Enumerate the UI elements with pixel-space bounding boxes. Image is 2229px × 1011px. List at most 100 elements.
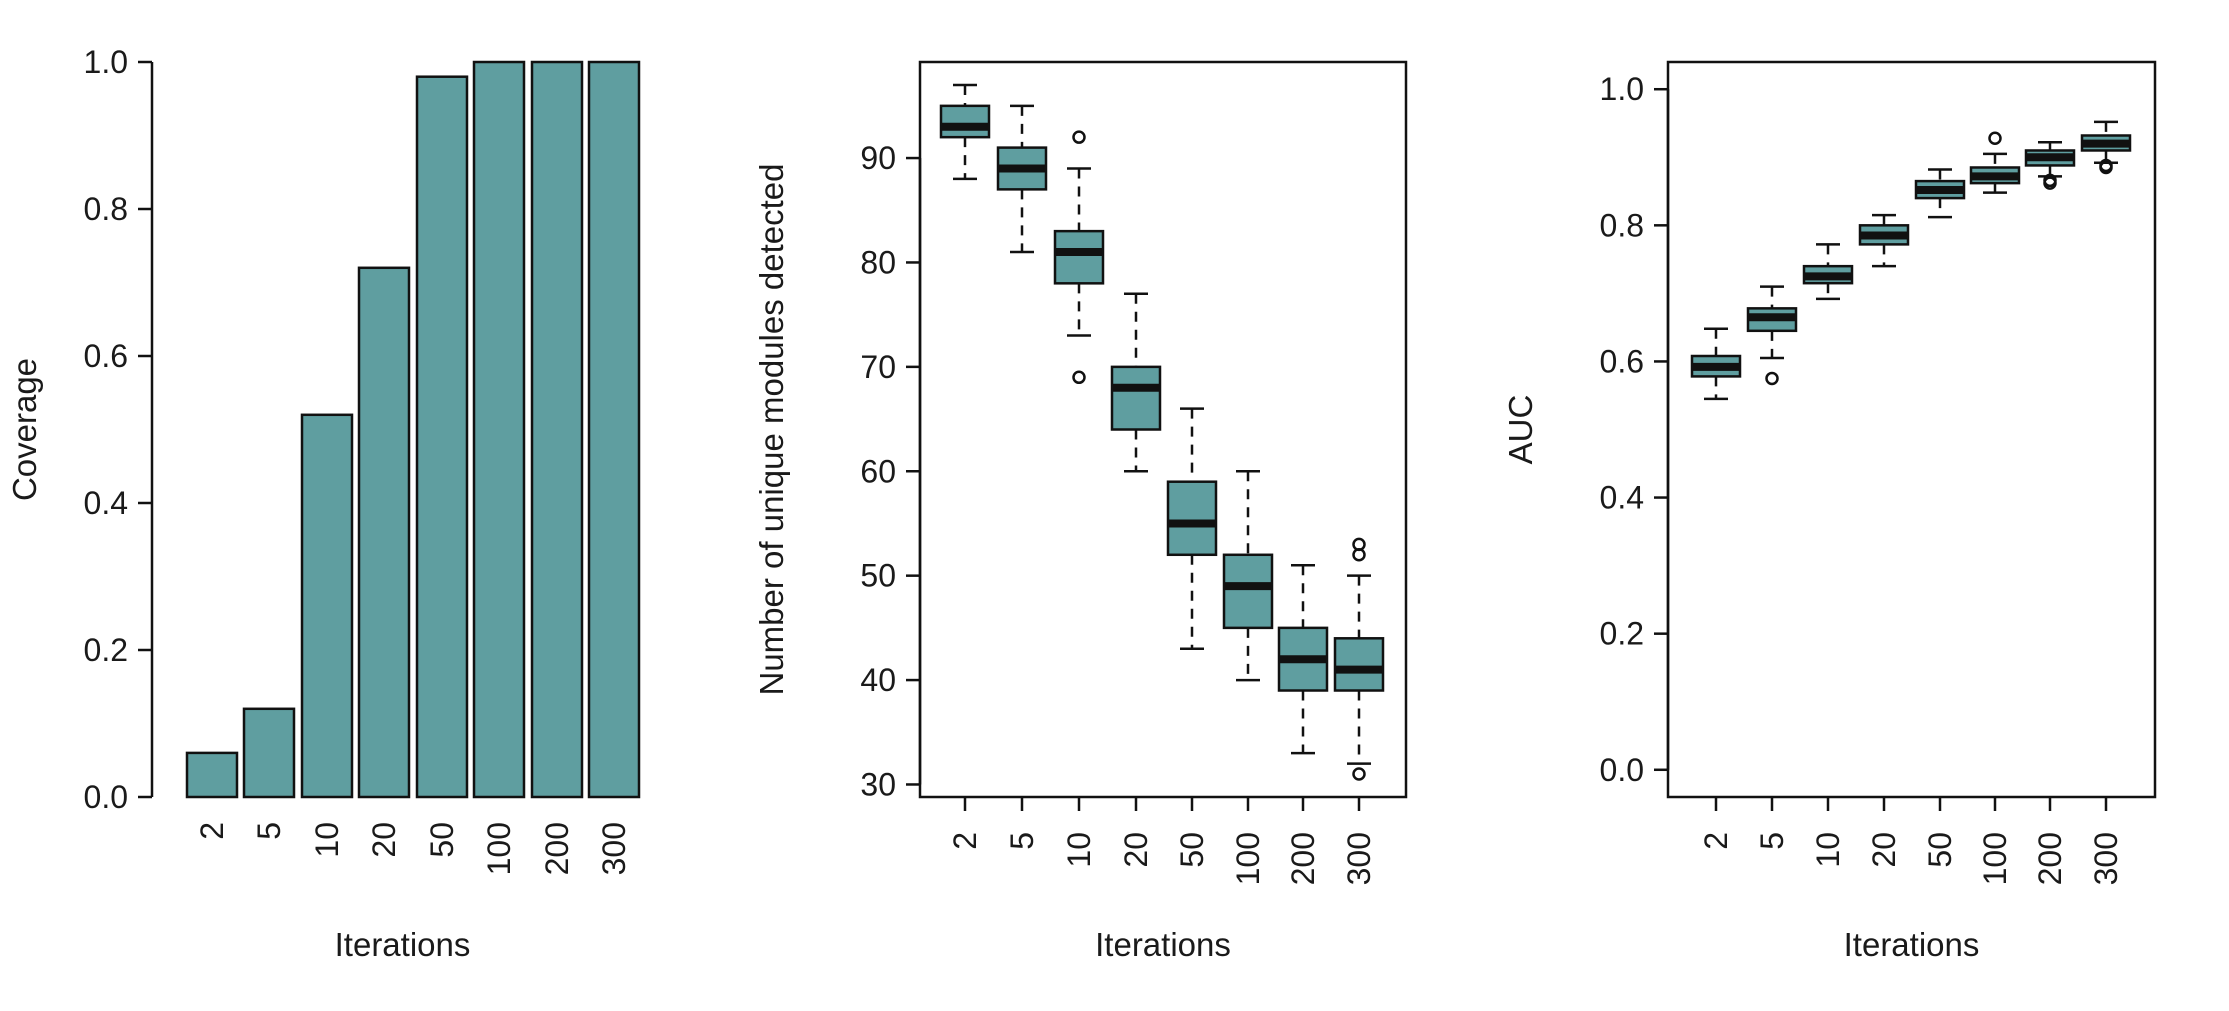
coverage-x-tick-label: 50 <box>424 822 460 858</box>
modules-y-tick-label: 60 <box>860 453 896 489</box>
coverage-y-tick-label: 0.2 <box>84 632 128 668</box>
coverage-x-tick-label: 10 <box>309 822 345 858</box>
coverage-bar <box>242 707 296 799</box>
coverage-x-tick-label: 2 <box>194 822 230 840</box>
auc-x-tick-labels: 2 5 10 20 50 100 200 300 <box>1698 832 2124 885</box>
coverage-x-tick-label: 5 <box>251 822 287 840</box>
coverage-x-axis-title: Iterations <box>335 926 471 963</box>
modules-box <box>1166 407 1218 650</box>
auc-x-tick-label: 2 <box>1698 832 1734 850</box>
auc-y-axis-title: AUC <box>1502 395 1539 465</box>
coverage-y-tick-label: 0.8 <box>84 191 128 227</box>
coverage-x-tick-label: 200 <box>539 822 575 875</box>
modules-box <box>1110 292 1162 473</box>
coverage-x-tick-labels: 2 5 10 20 50 100 200 300 <box>194 822 632 875</box>
modules-outlier <box>1352 767 1366 781</box>
modules-y-tick-label: 80 <box>860 244 896 280</box>
modules-y-tick-label: 90 <box>860 140 896 176</box>
modules-box-body <box>939 104 991 139</box>
auc-box <box>1690 327 1742 401</box>
coverage-x-tick-label: 300 <box>596 822 632 875</box>
auc-boxes <box>1690 120 2132 401</box>
coverage-bar <box>472 60 526 799</box>
auc-y-tick-label: 0.2 <box>1600 616 1644 652</box>
auc-box <box>1802 243 1854 301</box>
auc-x-tick-label: 50 <box>1922 832 1958 868</box>
auc-outlier <box>2099 158 2113 173</box>
coverage-x-tick-label: 100 <box>481 822 517 875</box>
modules-y-tick-label: 40 <box>860 662 896 698</box>
coverage-panel: 0.0 0.2 0.4 0.6 0.8 1.0 2 5 10 20 50 100 200 300 Ite… <box>6 44 641 963</box>
modules-y-tick-label: 30 <box>860 766 896 802</box>
coverage-bar <box>185 751 239 799</box>
modules-y-tick-label: 50 <box>860 558 896 594</box>
modules-x-axis <box>963 797 1361 811</box>
auc-outlier <box>1765 371 1779 386</box>
auc-box <box>2080 120 2132 175</box>
coverage-bar <box>415 75 469 799</box>
modules-box <box>1053 130 1105 385</box>
modules-plot-frame <box>918 60 1408 799</box>
modules-box <box>996 104 1048 254</box>
modules-x-tick-label: 10 <box>1061 832 1097 868</box>
auc-box <box>1858 213 1910 268</box>
auc-outlier <box>1988 131 2002 145</box>
modules-outlier <box>1072 370 1086 385</box>
auc-y-tick-label: 0.8 <box>1600 207 1644 243</box>
coverage-y-axis: 0.0 0.2 0.4 0.6 0.8 1.0 <box>84 44 154 815</box>
auc-x-tick-label: 10 <box>1810 832 1846 868</box>
modules-box <box>1222 470 1274 682</box>
modules-x-tick-label: 100 <box>1230 832 1266 885</box>
auc-box <box>1914 168 1966 219</box>
coverage-bar <box>300 413 354 799</box>
auc-x-tick-label: 5 <box>1754 832 1790 850</box>
coverage-x-tick-label: 20 <box>366 822 402 858</box>
modules-y-axis-title: Number of unique modules detected <box>753 164 790 696</box>
auc-box <box>1969 131 2021 194</box>
modules-outlier <box>1072 130 1086 144</box>
modules-y-tick-label: 70 <box>860 349 896 385</box>
modules-box-body <box>1333 637 1385 692</box>
auc-plot-frame <box>1666 60 2157 799</box>
auc-y-tick-label: 1.0 <box>1600 71 1644 107</box>
modules-x-tick-label: 300 <box>1341 832 1377 885</box>
coverage-bars <box>185 60 641 799</box>
modules-box-body <box>1222 553 1274 630</box>
modules-box-body <box>1053 229 1105 285</box>
modules-x-tick-labels: 2 5 10 20 50 100 200 300 <box>947 832 1377 885</box>
modules-x-tick-label: 2 <box>947 832 983 850</box>
modules-box <box>1277 563 1329 755</box>
auc-y-tick-label: 0.0 <box>1600 752 1644 788</box>
modules-x-tick-label: 20 <box>1118 832 1154 868</box>
coverage-y-tick-label: 1.0 <box>84 44 128 80</box>
auc-x-tick-label: 100 <box>1977 832 2013 885</box>
auc-x-tick-label: 200 <box>2032 832 2068 885</box>
coverage-y-axis-title: Coverage <box>6 358 43 501</box>
modules-x-tick-label: 5 <box>1004 832 1040 850</box>
modules-x-axis-title: Iterations <box>1095 926 1231 963</box>
auc-y-tick-label: 0.4 <box>1600 480 1644 516</box>
modules-box-body <box>1110 365 1162 431</box>
auc-x-tick-label: 300 <box>2088 832 2124 885</box>
modules-x-tick-label: 200 <box>1285 832 1321 885</box>
coverage-y-tick-label: 0.0 <box>84 779 128 815</box>
auc-panel: 0.0 0.2 0.4 0.6 0.8 1.0 2 5 10 20 50 100 200 300 Ite… <box>1502 60 2157 963</box>
modules-outlier <box>1352 537 1366 552</box>
auc-box <box>2024 141 2076 190</box>
coverage-y-tick-label: 0.6 <box>84 338 128 374</box>
auc-y-tick-label: 0.6 <box>1600 343 1644 379</box>
auc-x-axis <box>1714 797 2108 811</box>
modules-box <box>1333 537 1385 781</box>
auc-x-axis-title: Iterations <box>1844 926 1980 963</box>
coverage-bar <box>357 266 411 799</box>
auc-x-tick-label: 20 <box>1866 832 1902 868</box>
auc-outlier <box>2043 173 2057 188</box>
modules-box <box>939 83 991 181</box>
modules-boxes <box>939 83 1385 781</box>
coverage-bar <box>530 60 584 799</box>
auc-box <box>1746 285 1798 386</box>
coverage-y-tick-label: 0.4 <box>84 485 128 521</box>
modules-panel: 30 40 50 60 70 80 90 2 5 10 20 50 100 200 300 Iterati… <box>753 60 1408 963</box>
modules-x-tick-label: 50 <box>1174 832 1210 868</box>
